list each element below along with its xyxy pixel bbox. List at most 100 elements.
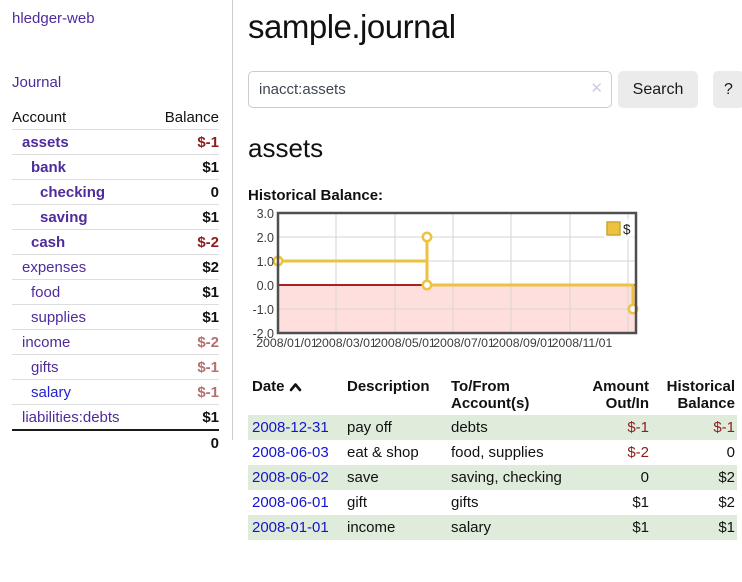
account-balance: $-2 [142,229,219,255]
account-balance: $1 [142,279,219,305]
historical-balance-chart: $ 3.0 2.0 1.0 0.0 -1.0 -2.0 2008/01/01 2… [252,207,639,350]
account-link-gifts[interactable]: gifts [31,359,59,376]
transaction-date-link[interactable]: 2008-06-03 [252,444,329,461]
page-title: sample.journal [248,8,456,45]
balance-series-line [278,235,635,309]
account-link-salary[interactable]: salary [31,384,72,401]
register-table: Date Description To/From Account(s) Amou… [248,374,737,540]
account-balance: $-1 [142,129,219,155]
search-input-wrap: ✕ [248,71,612,108]
register-row: 2008-06-03 eat & shop food, supplies $-2… [248,440,737,465]
transaction-balance: 0 [726,444,735,461]
transaction-description: income [347,519,396,536]
account-row-income: income $-2 [12,329,219,355]
y-axis-labels: 3.0 2.0 1.0 0.0 -1.0 -2.0 [252,207,274,341]
account-link-liabilities-debts[interactable]: liabilities:debts [22,409,120,426]
account-balance: $1 [142,154,219,180]
search-input[interactable] [248,71,612,108]
legend-label: $ [623,222,631,237]
transaction-amount: $-1 [627,419,649,436]
help-button[interactable]: ? [713,71,742,108]
account-link-assets[interactable]: assets [22,134,69,151]
transaction-date-link[interactable]: 2008-06-02 [252,469,329,486]
account-row-cash: cash $-2 [12,229,219,255]
account-link-food[interactable]: food [31,284,61,301]
account-row-salary: salary $-1 [12,379,219,405]
transaction-description: pay off [347,419,392,436]
transaction-accounts: saving, checking [451,469,562,486]
account-row-expenses: expenses $2 [12,254,219,280]
app-title: hledger-web [12,10,232,28]
register-row: 2008-01-01 income salary $1 $1 [248,515,737,540]
sidebar: hledger-web Journal Account Balance asse… [0,0,233,455]
account-balance: $-1 [142,354,219,380]
account-row-bank: bank $1 [12,154,219,180]
register-row: 2008-12-31 pay off debts $-1 $-1 [248,415,737,440]
transaction-amount: $-2 [627,444,649,461]
svg-text:2.0: 2.0 [257,231,274,245]
accounts-header-balance: Balance [164,109,219,126]
transaction-accounts: gifts [451,494,479,511]
account-balance: $1 [142,204,219,230]
svg-text:2008/05/01: 2008/05/01 [374,336,436,350]
transaction-date-link[interactable]: 2008-12-31 [252,419,329,436]
account-balance: $-2 [142,329,219,355]
account-row-checking: checking 0 [12,179,219,205]
register-header-row: Date Description To/From Account(s) Amou… [248,374,737,415]
account-row-liabilities-debts: liabilities:debts $1 [12,404,219,430]
account-row-assets: assets $-1 [12,129,219,155]
account-link-checking[interactable]: checking [40,184,106,201]
app-title-link[interactable]: hledger-web [12,10,95,27]
header-accounts: To/From Account(s) [451,378,530,412]
transaction-date-link[interactable]: 2008-01-01 [252,519,329,536]
main-content: sample.journal ✕ Search ? assets Histori… [233,0,742,582]
svg-text:2008/01/01: 2008/01/01 [256,336,318,350]
chart-border [276,211,638,335]
journal-link[interactable]: Journal [12,74,62,91]
chart-title: Historical Balance: [248,187,384,204]
account-link-supplies[interactable]: supplies [31,309,87,326]
transaction-balance: $2 [718,494,735,511]
transaction-balance: $-1 [713,419,735,436]
account-link-cash[interactable]: cash [31,234,66,251]
transaction-accounts: debts [451,419,488,436]
sidebar-item-journal: Journal [12,74,232,92]
account-balance: $-1 [142,379,219,405]
transaction-description: eat & shop [347,444,419,461]
transaction-amount: $1 [632,519,649,536]
transaction-amount: 0 [640,469,649,486]
x-axis-labels: 2008/01/01 2008/03/01 2008/05/01 2008/07… [256,336,612,350]
account-row-gifts: gifts $-1 [12,354,219,380]
header-date[interactable]: Date [248,374,343,415]
legend-swatch [606,221,621,236]
accounts-table: Account Balance assets $-1 bank $1 check… [12,105,219,455]
header-balance: Historical Balance [666,378,735,412]
transaction-balance: $2 [718,469,735,486]
transaction-date-link[interactable]: 2008-06-01 [252,494,329,511]
account-row-saving: saving $1 [12,204,219,230]
account-balance: $1 [142,404,219,430]
account-link-bank[interactable]: bank [31,159,67,176]
transaction-amount: $1 [632,494,649,511]
search-button[interactable]: Search [618,71,698,108]
header-amount: Amount Out/In [592,378,649,412]
header-description: Description [347,378,430,395]
account-balance: 0 [142,179,219,205]
svg-text:-2.0: -2.0 [252,327,274,341]
transaction-accounts: food, supplies [451,444,544,461]
register-row: 2008-06-02 save saving, checking 0 $2 [248,465,737,490]
account-row-food: food $1 [12,279,219,305]
clear-search-icon[interactable]: ✕ [590,80,603,97]
svg-text:2008/11/01: 2008/11/01 [552,336,613,350]
transaction-balance: $1 [718,519,735,536]
account-link-expenses[interactable]: expenses [22,259,87,276]
accounts-header-row: Account Balance [12,105,219,130]
svg-text:0.0: 0.0 [257,279,274,293]
account-link-income[interactable]: income [22,334,71,351]
accounts-header-account: Account [12,109,67,126]
account-link-saving[interactable]: saving [40,209,88,226]
svg-text:2008/03/01: 2008/03/01 [315,336,377,350]
transaction-description: save [347,469,379,486]
sort-ascending-icon [289,379,302,396]
